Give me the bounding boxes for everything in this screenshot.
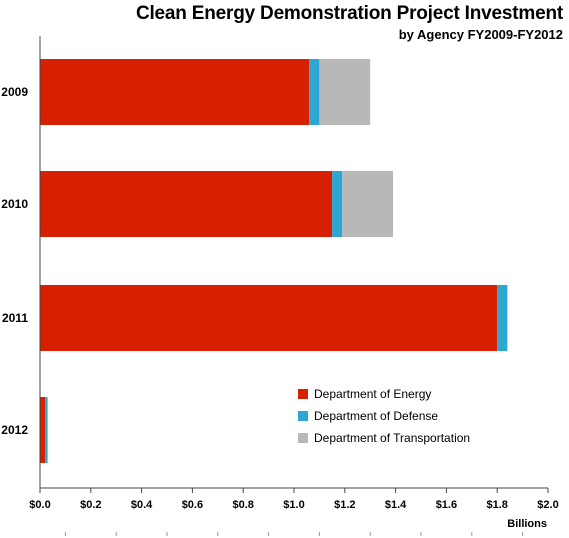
- bar-2011-department-of-defense: [497, 285, 508, 351]
- x-tick-label: $1.6: [436, 499, 457, 511]
- legend-label: Department of Defense: [314, 409, 439, 423]
- legend-label: Department of Transportation: [314, 431, 471, 445]
- y-tick-label-2011: 2011: [2, 311, 28, 325]
- x-tick-label: $0.6: [182, 499, 203, 511]
- chart-legend: Department of Energy Department of Defens…: [298, 383, 470, 449]
- chart-subtitle: by Agency FY2009-FY2012: [398, 27, 563, 42]
- legend-item-department-of-transportation: Department of Transportation: [298, 427, 470, 449]
- legend-swatch: [298, 389, 308, 399]
- x-tick-label: $0.2: [80, 499, 101, 511]
- bar-2012-department-of-defense: [45, 397, 48, 463]
- x-axis-unit-label: Billions: [507, 518, 547, 530]
- x-tick-label: $1.4: [385, 499, 407, 511]
- bar-2009-department-of-defense: [309, 59, 320, 125]
- bar-2012-department-of-energy: [40, 397, 46, 463]
- bar-2010-department-of-defense: [332, 171, 343, 237]
- bar-2009-department-of-transportation: [319, 59, 371, 125]
- y-tick-label-2009: 2009: [1, 85, 28, 99]
- x-tick-label: $1.0: [283, 499, 304, 511]
- y-tick-label-2010: 2010: [1, 197, 28, 211]
- bar-2010-department-of-transportation: [342, 171, 394, 237]
- x-tick-label: $0.4: [131, 499, 153, 511]
- x-tick-label: $2.0: [537, 499, 558, 511]
- x-tick-label: $0.8: [232, 499, 253, 511]
- legend-swatch: [298, 433, 308, 443]
- bar-2009-department-of-energy: [40, 59, 310, 125]
- bar-2010-department-of-energy: [40, 171, 333, 237]
- legend-swatch: [298, 411, 308, 421]
- legend-label: Department of Energy: [314, 387, 432, 401]
- legend-item-department-of-energy: Department of Energy: [298, 383, 470, 405]
- x-tick-label: $0.0: [29, 499, 50, 511]
- x-tick-label: $1.8: [486, 499, 507, 511]
- legend-item-department-of-defense: Department of Defense: [298, 405, 470, 427]
- y-tick-label-2012: 2012: [1, 423, 28, 437]
- x-tick-label: $1.2: [334, 499, 355, 511]
- chart-title: Clean Energy Demonstration Project Inves…: [135, 3, 563, 24]
- bar-2011-department-of-energy: [40, 285, 498, 351]
